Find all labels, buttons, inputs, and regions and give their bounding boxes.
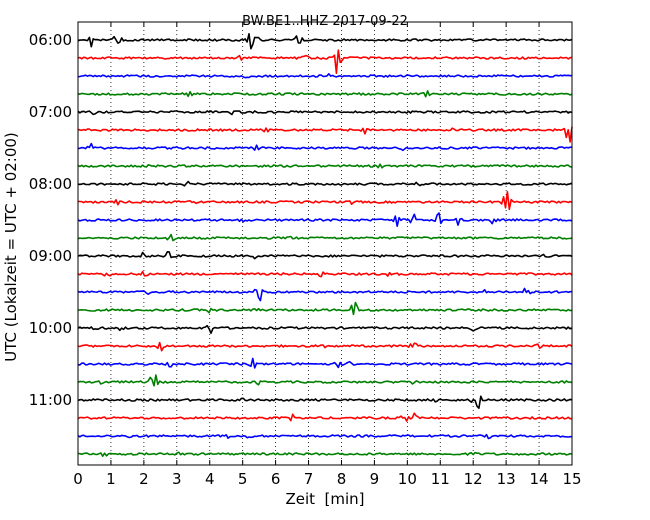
trace-line-07:15 [77, 126, 573, 143]
x-tick-label: 14 [530, 470, 549, 488]
trace-line-07:45 [77, 163, 573, 169]
trace-line-11:00 [77, 395, 573, 409]
y-tick-label: 06:00 [29, 31, 72, 49]
trace-line-11:45 [77, 451, 573, 457]
trace-line-08:30 [77, 212, 573, 227]
trace-line-09:30 [77, 287, 572, 302]
trace-line-10:15 [77, 341, 573, 352]
trace-line-06:45 [77, 90, 573, 98]
trace-line-06:30 [77, 73, 573, 79]
trace-line-11:15 [77, 412, 573, 422]
x-tick-label: 11 [431, 470, 450, 488]
trace-line-10:30 [77, 357, 573, 369]
trace-line-10:45 [77, 374, 573, 387]
trace-line-10:00 [77, 324, 573, 334]
y-tick-label: 11:00 [29, 391, 72, 409]
trace-line-08:00 [77, 180, 573, 187]
plot-frame [77, 21, 573, 466]
trace-line-07:00 [77, 110, 573, 116]
x-tick-label: 13 [497, 470, 516, 488]
x-tick-label: 5 [238, 470, 248, 488]
trace-line-08:45 [77, 233, 573, 242]
x-tick-label: 9 [370, 470, 380, 488]
traces-layer [77, 33, 573, 457]
trace-line-06:00 [77, 33, 573, 50]
trace-line-08:15 [77, 190, 573, 211]
x-tick-label: 0 [73, 470, 83, 488]
trace-line-09:15 [77, 270, 573, 278]
x-tick-label: 3 [172, 470, 182, 488]
y-tick-label: 09:00 [29, 247, 72, 265]
x-axis-label: Zeit [min] [285, 490, 364, 508]
trace-line-07:30 [77, 142, 573, 152]
trace-line-11:30 [77, 433, 572, 440]
trace-line-09:45 [77, 301, 573, 316]
x-tick-label: 8 [337, 470, 347, 488]
ticks-layer: 0 1 2 3 4 5 6 7 8 9 10 11 12 13 14 1506:0007:0008:0009:… [29, 22, 582, 488]
y-tick-label: 07:00 [29, 103, 72, 121]
x-tick-label: 12 [464, 470, 483, 488]
trace-line-06:15 [77, 49, 573, 74]
y-axis-label: UTC (Lokalzeit = UTC + 02:00) [2, 132, 20, 362]
x-tick-label: 2 [139, 470, 149, 488]
trace-line-09:00 [77, 251, 573, 260]
y-tick-label: 08:00 [29, 175, 72, 193]
x-tick-label: 15 [562, 470, 581, 488]
x-tick-label: 7 [304, 470, 314, 488]
x-tick-label: 10 [398, 470, 417, 488]
x-tick-label: 1 [106, 470, 116, 488]
y-tick-label: 10:00 [29, 319, 72, 337]
x-tick-label: 4 [205, 470, 215, 488]
x-tick-label: 6 [271, 470, 281, 488]
